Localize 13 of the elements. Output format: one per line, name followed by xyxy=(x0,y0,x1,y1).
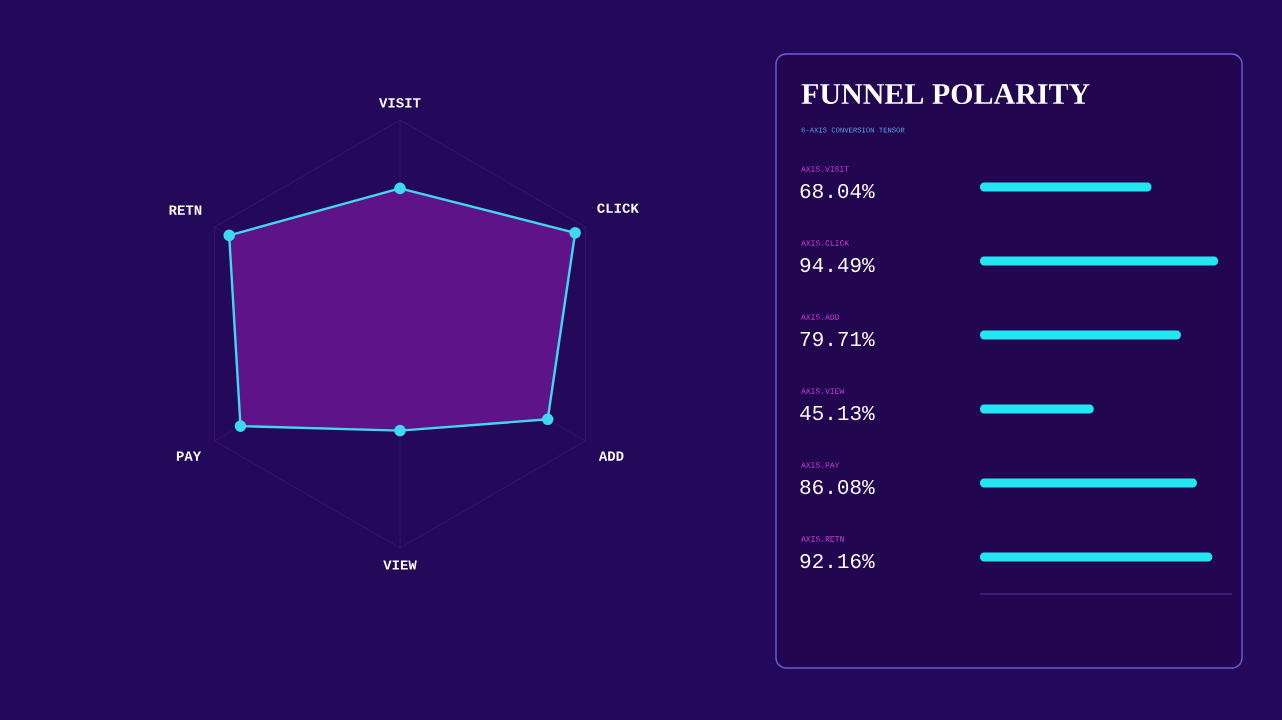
data-label: 79.71% xyxy=(800,331,875,347)
bar xyxy=(980,256,1219,266)
data-label: 86.08% xyxy=(800,479,875,495)
data-label: 45.13% xyxy=(800,405,875,421)
bar xyxy=(980,330,1181,340)
bar xyxy=(980,404,1094,414)
bar xyxy=(980,182,1152,192)
bar xyxy=(980,478,1197,488)
data-label: 94.49% xyxy=(800,257,875,273)
data-label: 92.16% xyxy=(800,553,875,569)
chart-title: FUNNEL POLARITY xyxy=(801,83,1090,105)
bar xyxy=(980,552,1213,562)
data-label: 68.04% xyxy=(800,183,875,199)
